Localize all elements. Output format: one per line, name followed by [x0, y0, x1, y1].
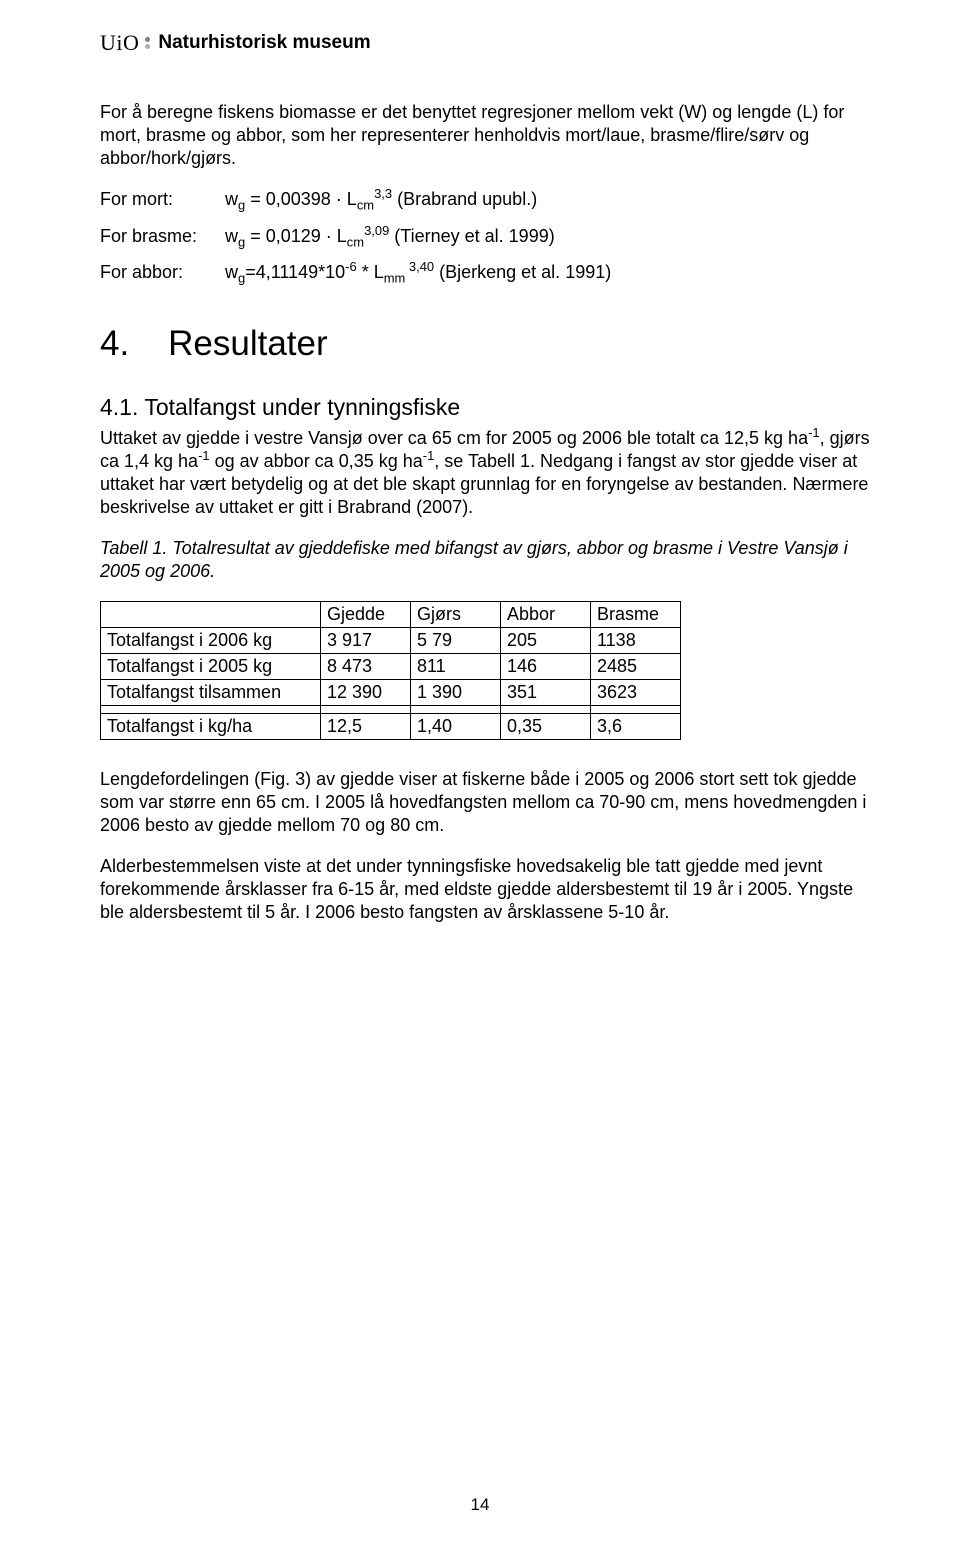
- subsection-number: 4.1.: [100, 394, 138, 420]
- table-cell: Totalfangst i 2006 kg: [101, 627, 321, 653]
- table-cell: 811: [411, 653, 501, 679]
- results-table: Gjedde Gjørs Abbor Brasme Totalfangst i …: [100, 601, 681, 740]
- section-title: Resultater: [168, 324, 328, 363]
- table-cell: 3623: [591, 679, 681, 705]
- subsection-title: Totalfangst under tynningsfiske: [144, 394, 460, 420]
- table-cell: 5 79: [411, 627, 501, 653]
- table-header-cell: Gjedde: [321, 601, 411, 627]
- table-cell: 12,5: [321, 713, 411, 739]
- table-spacer-row: [101, 705, 681, 713]
- table-cell: 12 390: [321, 679, 411, 705]
- table-header-cell: Brasme: [591, 601, 681, 627]
- table-cell: 1138: [591, 627, 681, 653]
- table-cell: 351: [501, 679, 591, 705]
- table-cell: 205: [501, 627, 591, 653]
- table-header-cell: Gjørs: [411, 601, 501, 627]
- formula-label: For brasme:: [100, 225, 225, 248]
- formula-label: For abbor:: [100, 261, 225, 284]
- table-cell: Totalfangst tilsammen: [101, 679, 321, 705]
- length-distribution-paragraph: Lengdefordelingen (Fig. 3) av gjedde vis…: [100, 768, 875, 837]
- table-cell: 1 390: [411, 679, 501, 705]
- subsection-paragraph: Uttaket av gjedde i vestre Vansjø over c…: [100, 427, 875, 519]
- table-cell: 3,6: [591, 713, 681, 739]
- formula-block: For mort: wg = 0,00398 · Lcm3,3 (Brabran…: [100, 188, 875, 284]
- table-footer-row: Totalfangst i kg/ha 12,5 1,40 0,35 3,6: [101, 713, 681, 739]
- logo-dots-icon: [145, 37, 150, 49]
- table-row: Totalfangst tilsammen 12 390 1 390 351 3…: [101, 679, 681, 705]
- table-cell: 3 917: [321, 627, 411, 653]
- table-cell: 2485: [591, 653, 681, 679]
- table-cell: 1,40: [411, 713, 501, 739]
- table-header-row: Gjedde Gjørs Abbor Brasme: [101, 601, 681, 627]
- table-header-cell: [101, 601, 321, 627]
- institution-logo: UiO Naturhistorisk museum: [100, 30, 875, 56]
- table-cell: 8 473: [321, 653, 411, 679]
- table-cell: Totalfangst i kg/ha: [101, 713, 321, 739]
- age-determination-paragraph: Alderbestemmelsen viste at det under tyn…: [100, 855, 875, 924]
- formula-expression: wg = 0,0129 · Lcm3,09 (Tierney et al. 19…: [225, 225, 555, 248]
- section-heading: 4. Resultater: [100, 324, 875, 364]
- table-row: Totalfangst i 2005 kg 8 473 811 146 2485: [101, 653, 681, 679]
- page-number: 14: [0, 1495, 960, 1515]
- logo-museum-text: Naturhistorisk museum: [158, 32, 370, 54]
- formula-brasme: For brasme: wg = 0,0129 · Lcm3,09 (Tiern…: [100, 225, 875, 248]
- table-cell: Totalfangst i 2005 kg: [101, 653, 321, 679]
- formula-expression: wg=4,11149*10-6 * Lmm 3,40 (Bjerkeng et …: [225, 261, 611, 284]
- table-caption: Tabell 1. Totalresultat av gjeddefiske m…: [100, 537, 875, 583]
- intro-paragraph: For å beregne fiskens biomasse er det be…: [100, 101, 875, 170]
- subsection-heading: 4.1. Totalfangst under tynningsfiske: [100, 394, 875, 421]
- section-number: 4.: [100, 324, 129, 363]
- logo-uio-text: UiO: [100, 30, 139, 56]
- table-header-cell: Abbor: [501, 601, 591, 627]
- formula-mort: For mort: wg = 0,00398 · Lcm3,3 (Brabran…: [100, 188, 875, 211]
- table-cell: 146: [501, 653, 591, 679]
- table-row: Totalfangst i 2006 kg 3 917 5 79 205 113…: [101, 627, 681, 653]
- table-cell: 0,35: [501, 713, 591, 739]
- formula-abbor: For abbor: wg=4,11149*10-6 * Lmm 3,40 (B…: [100, 261, 875, 284]
- formula-expression: wg = 0,00398 · Lcm3,3 (Brabrand upubl.): [225, 188, 537, 211]
- formula-label: For mort:: [100, 188, 225, 211]
